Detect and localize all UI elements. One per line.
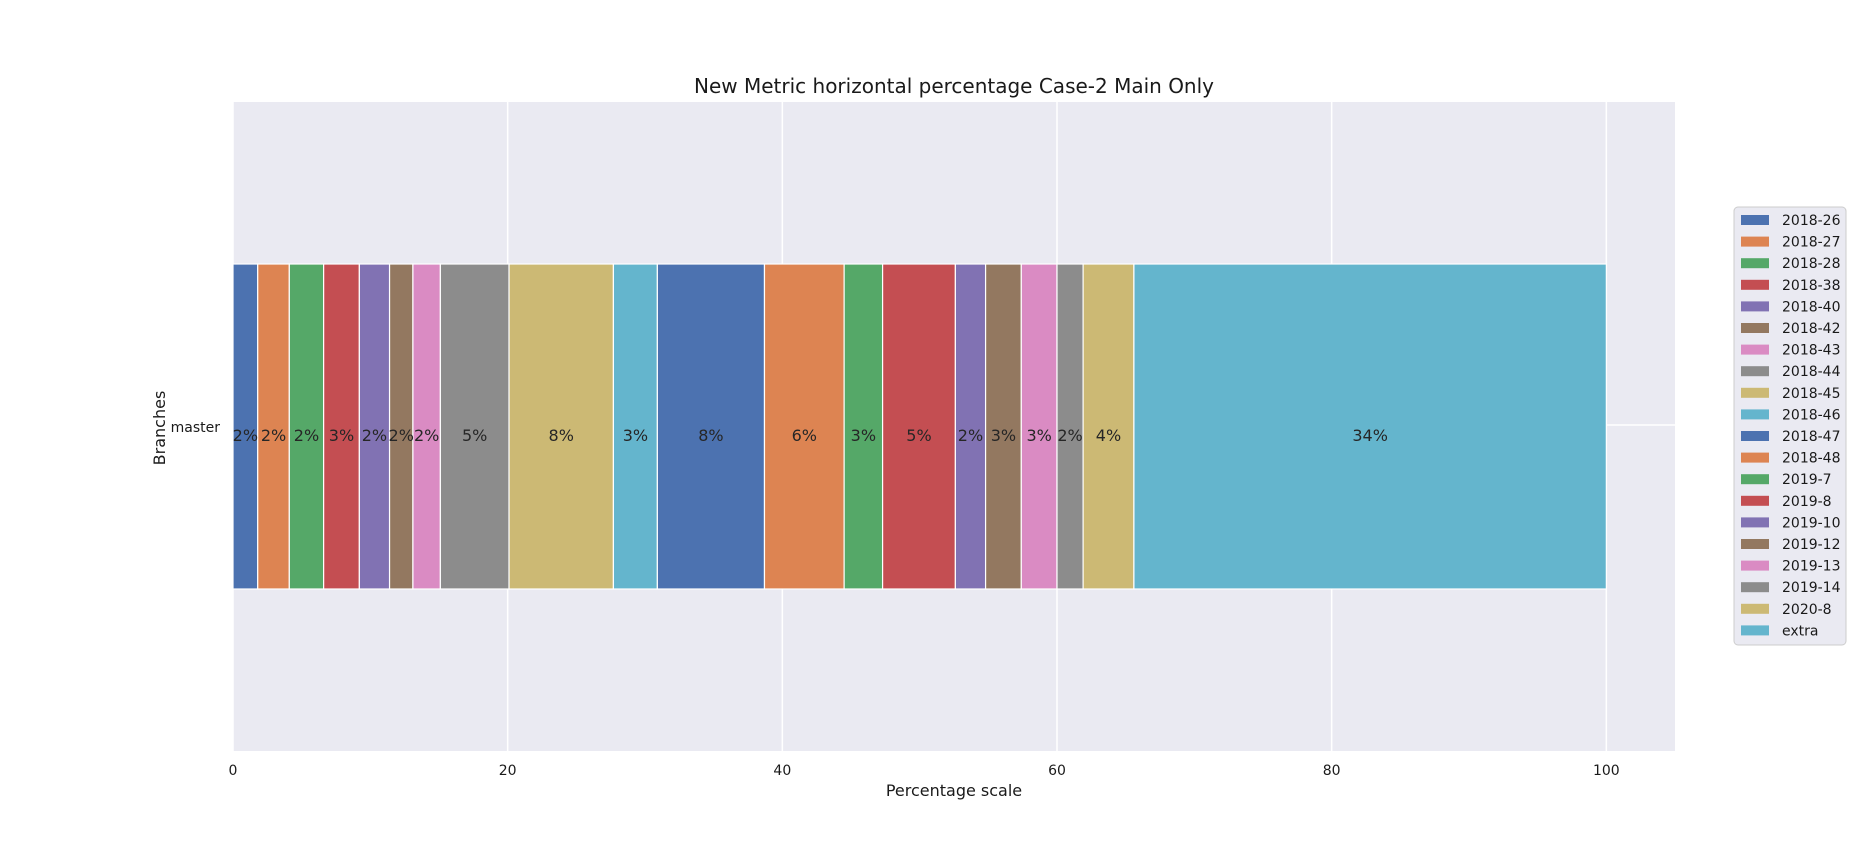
- legend-label-2020-8: 2020-8: [1782, 602, 1832, 618]
- legend-swatch-2018-38: [1741, 279, 1769, 290]
- legend-swatch-2019-10: [1741, 517, 1769, 528]
- legend-swatch-2018-42: [1741, 323, 1769, 333]
- x-tick-label: 20: [499, 763, 517, 779]
- legend-swatch-2018-43: [1741, 344, 1769, 355]
- y-axis-label: Branches: [150, 391, 169, 466]
- legend-swatch-2018-45: [1741, 387, 1769, 398]
- bar-segment-2019-10: [954, 263, 987, 590]
- bar-segment-2018-38: [323, 263, 360, 590]
- y-tick-labels: master: [171, 420, 221, 436]
- data-label-2018-28: 2%: [294, 426, 319, 445]
- bar-segment-2018-40: [358, 263, 391, 590]
- data-label-2018-47: 8%: [698, 426, 723, 445]
- legend-swatch-2018-44: [1741, 366, 1769, 377]
- legend-swatch-2019-8: [1741, 495, 1769, 506]
- legend-swatch-2018-46: [1741, 409, 1769, 420]
- bar-segment-2018-48: [763, 263, 845, 590]
- legend-swatch-2018-27: [1741, 236, 1769, 247]
- bar-segment-2018-43: [412, 263, 441, 590]
- data-labels: 2% 2% 2% 3% 2% 2% 2% 5% 8% 3% 8% 6% 3% 5% 2% 3% 3% 2% 4% 34…: [233, 426, 1388, 445]
- data-label-2018-45: 8%: [549, 426, 574, 445]
- legend-swatch-extra: [1741, 625, 1769, 636]
- data-label-2018-40: 2%: [362, 426, 387, 445]
- data-label-2019-7: 3%: [851, 426, 876, 445]
- legend-items: 2018-26 2018-27 2018-28 2018-38 2018-40 2018-…: [1741, 213, 1841, 639]
- legend-frame: [1733, 206, 1847, 646]
- bar-segment-2019-14: [1056, 263, 1084, 590]
- bar-segment-2019-8: [881, 263, 956, 590]
- data-label-2019-12: 3%: [991, 426, 1016, 445]
- bar-segment-2018-47: [656, 263, 766, 590]
- bar-segment-2019-12: [984, 263, 1022, 590]
- bar-segment-2018-46: [612, 263, 658, 590]
- legend-swatch-2020-8: [1741, 603, 1769, 614]
- legend-label-2019-13: 2019-13: [1782, 559, 1841, 575]
- legend-swatch-2019-12: [1741, 539, 1769, 549]
- bar-segment-extra: [1133, 263, 1607, 590]
- bar-segment-2018-27: [257, 263, 290, 590]
- legend: 2018-26 2018-27 2018-28 2018-38 2018-40 2018-…: [1733, 206, 1847, 646]
- x-tick-label: 0: [229, 763, 238, 779]
- bars: [232, 263, 1607, 590]
- bar-segment-2018-44: [439, 263, 510, 590]
- data-label-2020-8: 4%: [1096, 426, 1121, 445]
- data-label-2019-10: 2%: [958, 426, 983, 445]
- x-tick-label: 80: [1323, 763, 1341, 779]
- data-label-2018-42: 2%: [389, 426, 414, 445]
- legend-swatch-2019-13: [1741, 560, 1769, 571]
- bar-segment-2020-8: [1082, 263, 1135, 590]
- data-label-2018-26: 2%: [233, 426, 258, 445]
- legend-label-2018-44: 2018-44: [1782, 364, 1841, 380]
- legend-label-2018-48: 2018-48: [1782, 451, 1841, 467]
- y-tick-label: master: [171, 420, 221, 436]
- legend-label-2018-46: 2018-46: [1782, 407, 1841, 423]
- legend-swatch-2018-47: [1741, 431, 1769, 441]
- legend-label-2018-26: 2018-26: [1782, 213, 1841, 229]
- data-label-2018-48: 6%: [792, 426, 817, 445]
- legend-label-2019-7: 2019-7: [1782, 472, 1832, 488]
- legend-label-extra: extra: [1782, 623, 1818, 639]
- legend-label-2019-8: 2019-8: [1782, 494, 1832, 510]
- legend-swatch-2018-40: [1741, 301, 1769, 312]
- data-label-2018-44: 5%: [462, 426, 487, 445]
- legend-label-2019-14: 2019-14: [1782, 580, 1841, 596]
- data-label-2019-14: 2%: [1057, 426, 1082, 445]
- x-tick-labels: 0 20 40 60 80 100: [229, 763, 1620, 779]
- legend-label-2019-12: 2019-12: [1782, 537, 1841, 553]
- data-label-2019-8: 5%: [906, 426, 931, 445]
- chart-title: New Metric horizontal percentage Case-2 …: [694, 74, 1214, 98]
- legend-label-2018-45: 2018-45: [1782, 386, 1841, 402]
- data-label-2019-13: 3%: [1026, 426, 1051, 445]
- legend-label-2018-27: 2018-27: [1782, 235, 1841, 251]
- x-tick-label: 60: [1048, 763, 1066, 779]
- legend-swatch-2019-7: [1741, 474, 1769, 485]
- x-tick-label: 100: [1593, 763, 1620, 779]
- data-label-2018-27: 2%: [261, 426, 286, 445]
- legend-swatch-2018-26: [1741, 215, 1769, 225]
- legend-swatch-2018-48: [1741, 452, 1769, 463]
- legend-label-2018-47: 2018-47: [1782, 429, 1841, 445]
- legend-swatch-2019-14: [1741, 582, 1769, 593]
- data-label-2018-46: 3%: [623, 426, 648, 445]
- legend-swatch-2018-28: [1741, 258, 1769, 269]
- legend-label-2018-40: 2018-40: [1782, 299, 1841, 315]
- data-label-extra: 34%: [1352, 426, 1388, 445]
- data-label-2018-43: 2%: [414, 426, 439, 445]
- bar-segment-2018-28: [288, 263, 325, 590]
- legend-label-2018-43: 2018-43: [1782, 343, 1841, 359]
- x-axis-label: Percentage scale: [886, 781, 1022, 800]
- data-label-2018-38: 3%: [329, 426, 354, 445]
- legend-label-2019-10: 2019-10: [1782, 515, 1841, 531]
- legend-label-2018-42: 2018-42: [1782, 321, 1841, 337]
- legend-label-2018-38: 2018-38: [1782, 278, 1841, 294]
- legend-label-2018-28: 2018-28: [1782, 256, 1841, 272]
- x-tick-label: 40: [773, 763, 791, 779]
- bar-segment-2019-13: [1020, 263, 1058, 590]
